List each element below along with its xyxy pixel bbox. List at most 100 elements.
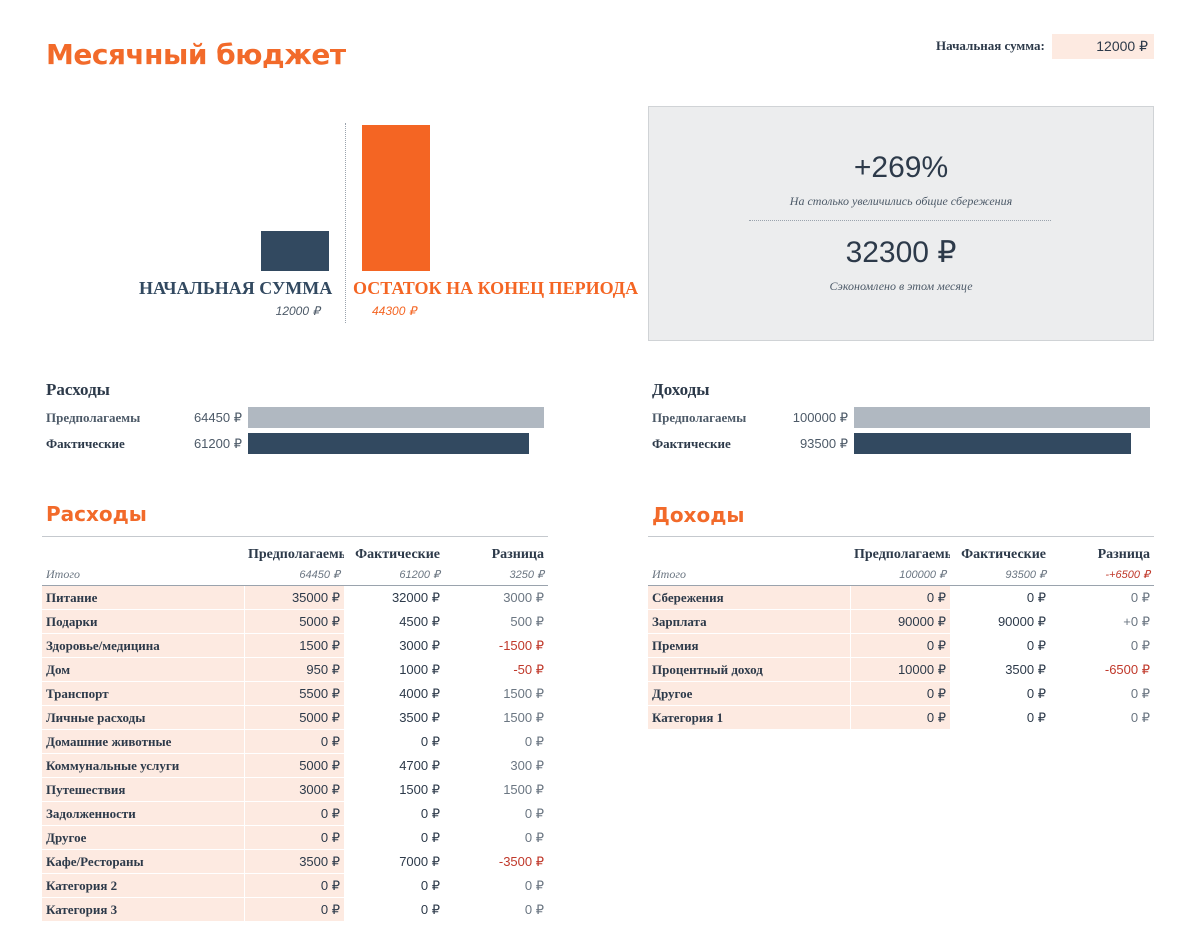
expenses-total-label: Итого: [42, 563, 244, 586]
expense-cell-category: Личные расходы: [42, 705, 245, 730]
expense-cell-actual[interactable]: 4000 ₽: [344, 681, 444, 706]
expense-cell-category: Подарки: [42, 609, 245, 634]
expense-cell-planned[interactable]: 3500 ₽: [244, 849, 344, 874]
expense-row: Питание 35000 ₽32000 ₽3000 ₽: [42, 585, 548, 610]
income-cell-planned[interactable]: 0 ₽: [850, 705, 950, 730]
expense-cell-category: Категория 2: [42, 873, 245, 898]
income-cell-actual[interactable]: 0 ₽: [950, 585, 1050, 610]
expense-cell-planned[interactable]: 5000 ₽: [244, 609, 344, 634]
expense-cell-planned[interactable]: 5000 ₽: [244, 753, 344, 778]
income-cell-actual[interactable]: 0 ₽: [950, 681, 1050, 706]
incomes-total-diff: -+6500 ₽: [1050, 563, 1154, 586]
income-cell-diff: 0 ₽: [1050, 681, 1154, 706]
income-cell-diff: 0 ₽: [1050, 705, 1154, 730]
expense-cell-actual[interactable]: 0 ₽: [344, 801, 444, 826]
expense-row: Задолженности 0 ₽0 ₽0 ₽: [42, 801, 548, 826]
expense-cell-actual[interactable]: 1500 ₽: [344, 777, 444, 802]
expense-cell-actual[interactable]: 3000 ₽: [344, 633, 444, 658]
income-cell-actual[interactable]: 90000 ₽: [950, 609, 1050, 634]
income-cell-actual[interactable]: 3500 ₽: [950, 657, 1050, 682]
expense-cell-actual[interactable]: 7000 ₽: [344, 849, 444, 874]
income-cell-actual[interactable]: 0 ₽: [950, 633, 1050, 658]
expense-cell-planned[interactable]: 0 ₽: [244, 825, 344, 850]
expense-cell-planned[interactable]: 0 ₽: [244, 729, 344, 754]
expense-cell-actual[interactable]: 4700 ₽: [344, 753, 444, 778]
expense-cell-diff: 0 ₽: [444, 801, 548, 826]
expenses-total-actual: 61200 ₽: [344, 563, 444, 586]
expense-cell-actual[interactable]: 0 ₽: [344, 825, 444, 850]
income-cell-planned[interactable]: 0 ₽: [850, 681, 950, 706]
page-title: Месячный бюджет: [46, 38, 346, 71]
expense-cell-planned[interactable]: 950 ₽: [244, 657, 344, 682]
expense-cell-diff: 1500 ₽: [444, 777, 548, 802]
income-cell-planned[interactable]: 90000 ₽: [850, 609, 950, 634]
expense-planned-label: Предполагаемы: [46, 410, 141, 425]
summary-divider: [749, 220, 1051, 221]
income-cell-category: Зарплата: [648, 609, 851, 634]
expense-cell-planned[interactable]: 5500 ₽: [244, 681, 344, 706]
expense-cell-actual[interactable]: 32000 ₽: [344, 585, 444, 610]
income-cell-actual[interactable]: 0 ₽: [950, 705, 1050, 730]
expense-cell-planned[interactable]: 35000 ₽: [244, 585, 344, 610]
start-sum-input[interactable]: 12000 ₽: [1052, 34, 1154, 59]
income-cell-planned[interactable]: 10000 ₽: [850, 657, 950, 682]
expense-row: Другое 0 ₽0 ₽0 ₽: [42, 825, 548, 850]
income-cell-diff: +0 ₽: [1050, 609, 1154, 634]
income-cell-planned[interactable]: 0 ₽: [850, 633, 950, 658]
incomes-total-label: Итого: [648, 563, 850, 586]
expenses-total-planned: 64450 ₽: [244, 563, 344, 586]
expense-row: Путешествия 3000 ₽1500 ₽1500 ₽: [42, 777, 548, 802]
income-cell-category: Другое: [648, 681, 851, 706]
income-cell-category: Сбережения: [648, 585, 851, 610]
income-row: Другое 0 ₽0 ₽0 ₽: [648, 681, 1154, 706]
income-row: Премия 0 ₽0 ₽0 ₽: [648, 633, 1154, 658]
expense-row: Транспорт 5500 ₽4000 ₽1500 ₽: [42, 681, 548, 706]
expense-cell-category: Здоровье/медицина: [42, 633, 245, 658]
chart-bar-end-balance: [362, 125, 430, 271]
expense-cell-category: Коммунальные услуги: [42, 753, 245, 778]
expense-cell-planned[interactable]: 1500 ₽: [244, 633, 344, 658]
incomes-header-planned: Предполагаемые: [850, 536, 950, 563]
expense-cell-diff: 1500 ₽: [444, 681, 548, 706]
expenses-header-actual: Фактические: [344, 536, 444, 563]
expenses-total-row: Итого 64450 ₽ 61200 ₽ 3250 ₽: [42, 563, 548, 586]
expense-cell-actual[interactable]: 0 ₽: [344, 897, 444, 922]
income-planned-value: 100000 ₽: [792, 410, 848, 425]
expense-actual-value: 61200 ₽: [193, 436, 242, 451]
expense-cell-planned[interactable]: 3000 ₽: [244, 777, 344, 802]
expense-cell-category: Кафе/Рестораны: [42, 849, 245, 874]
income-actual-bar: [854, 433, 1131, 454]
expense-compare-title: Расходы: [46, 380, 110, 399]
expense-cell-diff: 0 ₽: [444, 729, 548, 754]
savings-summary-panel: +269% На столько увеличились общие сбере…: [648, 106, 1154, 341]
expense-cell-actual[interactable]: 3500 ₽: [344, 705, 444, 730]
income-row: Процентный доход 10000 ₽3500 ₽ -6500 ₽: [648, 657, 1154, 682]
expense-cell-planned[interactable]: 0 ₽: [244, 873, 344, 898]
expense-cell-actual[interactable]: 0 ₽: [344, 873, 444, 898]
expense-cell-diff: 300 ₽: [444, 753, 548, 778]
expense-cell-actual[interactable]: 0 ₽: [344, 729, 444, 754]
expense-cell-category: Домашние животные: [42, 729, 245, 754]
incomes-total-actual: 93500 ₽: [950, 563, 1050, 586]
expense-cell-diff: 0 ₽: [444, 873, 548, 898]
expense-cell-planned[interactable]: 0 ₽: [244, 801, 344, 826]
income-cell-planned[interactable]: 0 ₽: [850, 585, 950, 610]
expense-cell-actual[interactable]: 1000 ₽: [344, 657, 444, 682]
expense-cell-actual[interactable]: 4500 ₽: [344, 609, 444, 634]
chart-bar-start-sum: [261, 231, 329, 271]
income-cell-category: Категория 1: [648, 705, 851, 730]
income-planned-bar: [854, 407, 1150, 428]
expense-cell-category: Категория 3: [42, 897, 245, 922]
expense-row: Домашние животные 0 ₽0 ₽0 ₽: [42, 729, 548, 754]
income-compare-title: Доходы: [652, 380, 710, 399]
expenses-table: Предполагаемые Фактические Разница Итого…: [42, 536, 548, 922]
saved-amount-caption: Сэкономлено в этом месяце: [829, 279, 973, 293]
saved-amount: 32300 ₽: [845, 236, 957, 269]
expense-cell-planned[interactable]: 0 ₽: [244, 897, 344, 922]
expense-row: Здоровье/медицина 1500 ₽3000 ₽ -1500 ₽: [42, 633, 548, 658]
expense-cell-planned[interactable]: 5000 ₽: [244, 705, 344, 730]
income-cell-category: Премия: [648, 633, 851, 658]
incomes-header-diff: Разница: [1050, 536, 1154, 563]
expense-planned-bar: [248, 407, 544, 428]
